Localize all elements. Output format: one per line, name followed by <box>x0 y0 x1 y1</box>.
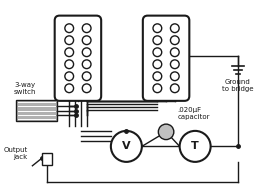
Text: V: V <box>122 141 131 151</box>
Circle shape <box>65 36 74 45</box>
Circle shape <box>65 48 74 57</box>
Circle shape <box>170 72 179 81</box>
FancyBboxPatch shape <box>55 16 101 101</box>
Circle shape <box>170 60 179 69</box>
Circle shape <box>170 84 179 93</box>
Text: Output
jack: Output jack <box>3 147 28 160</box>
Circle shape <box>82 36 91 45</box>
Circle shape <box>65 72 74 81</box>
Circle shape <box>153 48 162 57</box>
Text: T: T <box>191 141 199 151</box>
Circle shape <box>153 36 162 45</box>
Circle shape <box>82 72 91 81</box>
FancyBboxPatch shape <box>143 16 189 101</box>
Text: 3-way
switch: 3-way switch <box>14 82 37 95</box>
Bar <box>16 100 57 121</box>
Circle shape <box>82 60 91 69</box>
Circle shape <box>153 84 162 93</box>
Circle shape <box>65 24 74 33</box>
Circle shape <box>65 84 74 93</box>
Circle shape <box>153 24 162 33</box>
Text: .020μF
capacitor: .020μF capacitor <box>178 107 210 120</box>
Circle shape <box>82 48 91 57</box>
Circle shape <box>82 84 91 93</box>
Circle shape <box>180 131 211 162</box>
Text: Ground
to bridge: Ground to bridge <box>222 79 253 92</box>
Circle shape <box>170 48 179 57</box>
Circle shape <box>111 131 142 162</box>
Bar <box>42 153 52 165</box>
Circle shape <box>170 24 179 33</box>
Circle shape <box>82 24 91 33</box>
Circle shape <box>158 124 174 140</box>
Circle shape <box>153 72 162 81</box>
Circle shape <box>65 60 74 69</box>
Circle shape <box>153 60 162 69</box>
Circle shape <box>170 36 179 45</box>
